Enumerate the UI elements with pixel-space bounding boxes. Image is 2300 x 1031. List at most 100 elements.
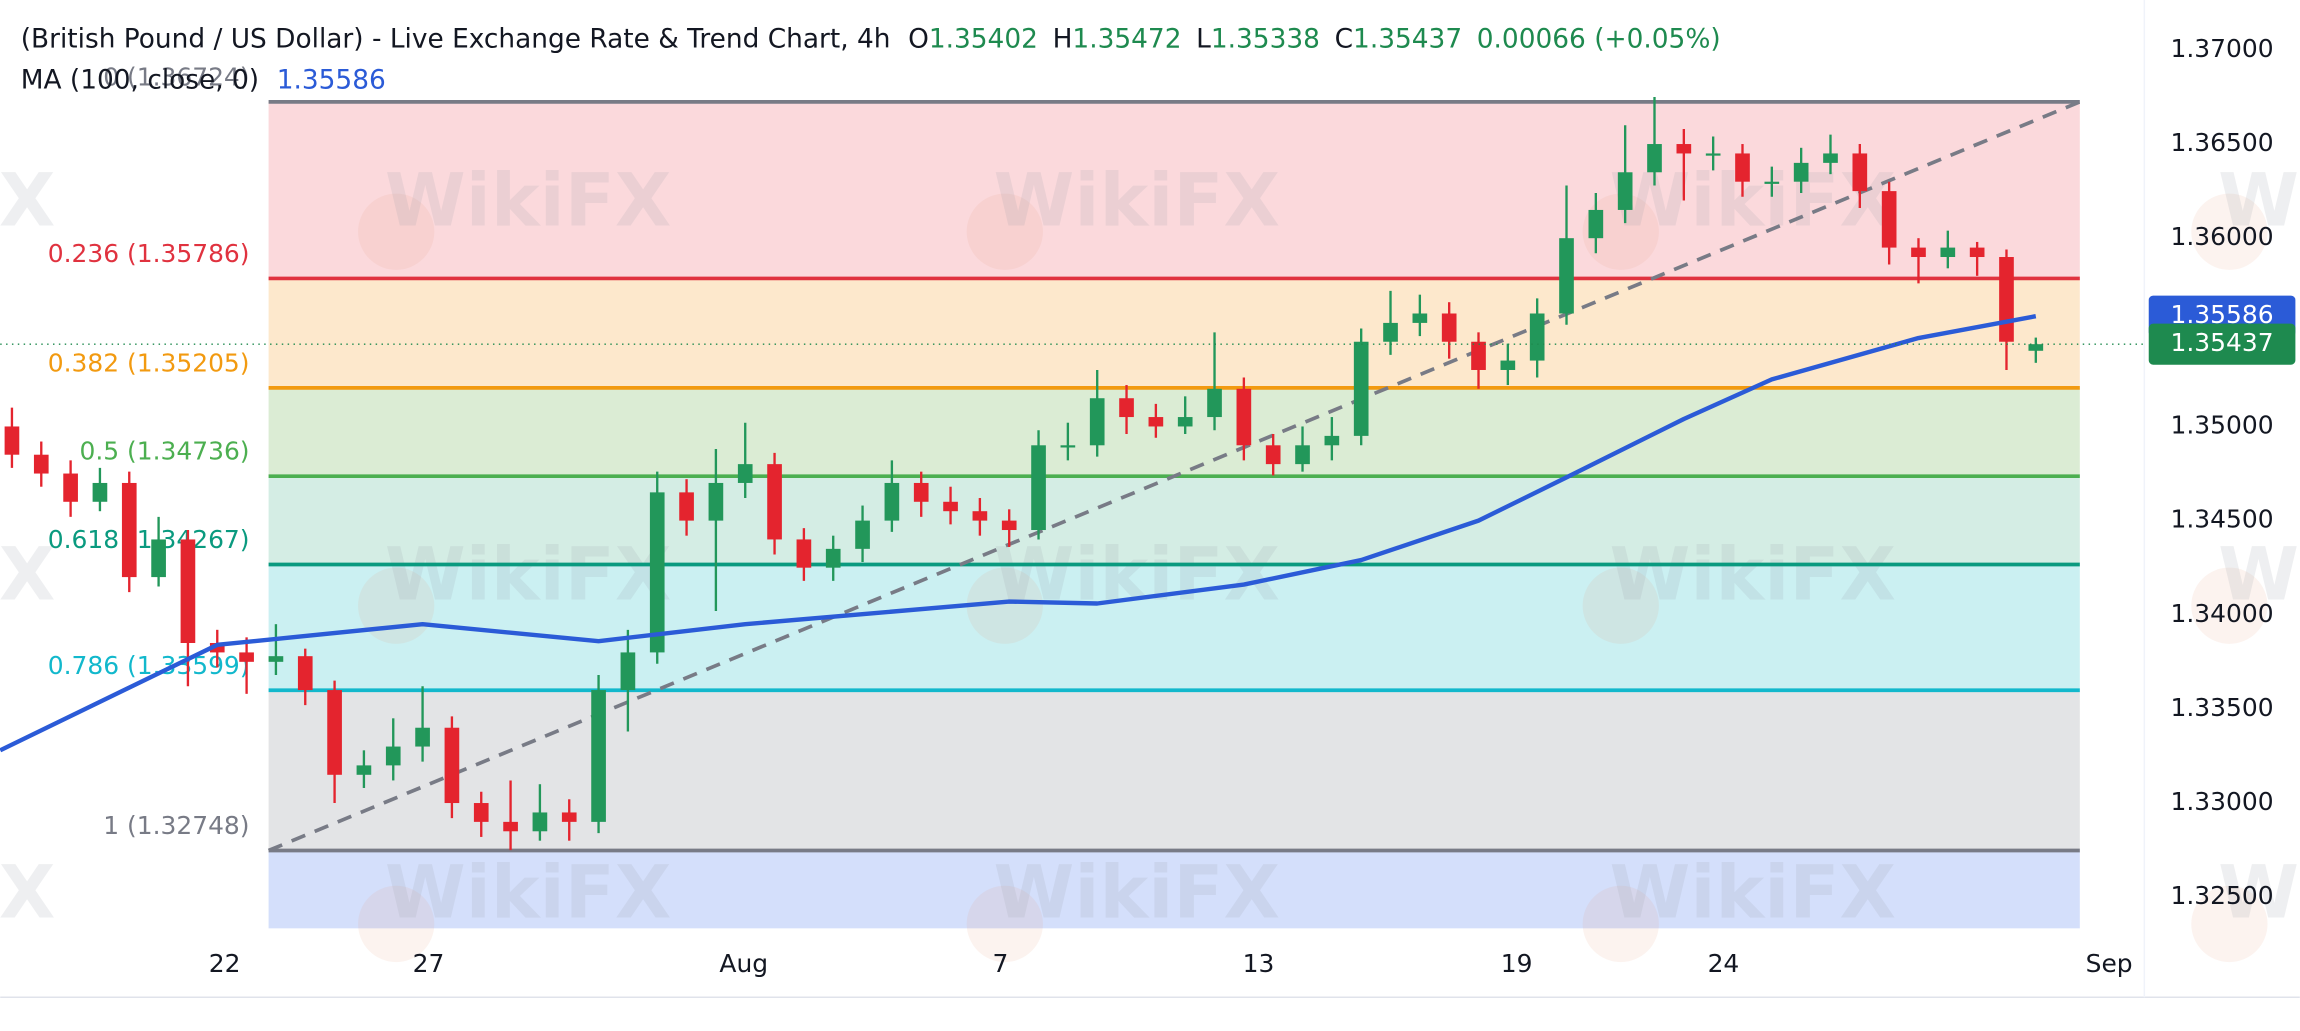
candle-body xyxy=(1823,153,1838,163)
candle-body xyxy=(591,690,606,822)
candle-body xyxy=(620,652,636,691)
candle-body xyxy=(1324,435,1340,446)
candle xyxy=(649,471,665,664)
candle-body xyxy=(1148,417,1164,427)
candle xyxy=(1969,241,1985,276)
watermark: WikiFX xyxy=(385,532,671,617)
candle xyxy=(239,637,254,694)
candle xyxy=(1471,332,1486,389)
candle-body xyxy=(1119,398,1134,418)
candle-body xyxy=(1265,445,1281,465)
candle xyxy=(1647,96,1662,186)
change: 0.00066 (+0.05%) xyxy=(1477,24,1721,54)
candle-body xyxy=(1705,153,1721,156)
candle xyxy=(855,505,870,563)
x-tick-label: 22 xyxy=(209,949,241,978)
fib-level-label: 0.5 (1.34736) xyxy=(79,437,249,466)
candle-body xyxy=(737,464,753,483)
candle-body xyxy=(33,454,49,474)
candle xyxy=(1236,377,1252,461)
candle xyxy=(473,791,489,837)
ma-value: 1.35586 xyxy=(277,65,386,95)
candle xyxy=(121,471,137,593)
candle-body xyxy=(796,539,812,568)
fib-level-label: 0.618 (1.34267) xyxy=(48,525,250,554)
watermark: WikiFX xyxy=(1610,158,1896,243)
candle-body xyxy=(1735,153,1750,182)
fib-zone xyxy=(268,101,2080,279)
y-tick-label: 1.37000 xyxy=(2171,34,2274,63)
candle-body xyxy=(913,482,929,502)
candle xyxy=(1676,128,1692,201)
candle xyxy=(1001,509,1017,547)
candle-body xyxy=(356,765,372,775)
candle xyxy=(503,780,518,851)
candle-body xyxy=(1559,238,1574,314)
candle xyxy=(1764,166,1780,197)
candle xyxy=(1441,302,1457,359)
x-tick-label: 24 xyxy=(1708,949,1740,978)
candle xyxy=(1705,136,1721,171)
candle xyxy=(385,718,401,781)
candle xyxy=(796,528,812,581)
candle-body xyxy=(1793,162,1809,182)
candle xyxy=(444,716,460,819)
y-tick-label: 1.35000 xyxy=(2171,410,2274,439)
x-tick-label: Sep xyxy=(2086,949,2133,978)
watermark-icon xyxy=(1582,885,1659,963)
candle xyxy=(1852,144,1868,209)
candle xyxy=(1295,426,1310,472)
fib-zone xyxy=(268,278,2080,388)
candle-body xyxy=(63,473,78,502)
candle xyxy=(63,460,78,517)
candle-body xyxy=(239,652,254,662)
candle-body xyxy=(532,812,548,832)
candle xyxy=(1559,185,1574,325)
ohlc-value: 1.35402 xyxy=(929,24,1038,54)
candle xyxy=(1881,181,1897,265)
candle xyxy=(92,467,108,512)
ohlc-key: O xyxy=(908,24,929,54)
candle xyxy=(1060,422,1076,461)
y-tick-label: 1.32500 xyxy=(2171,881,2274,910)
watermark: WikiFX xyxy=(994,158,1280,243)
candle-body xyxy=(1412,313,1428,323)
watermark: WikiFX xyxy=(994,532,1280,617)
candle-body xyxy=(1236,388,1252,446)
candle-body xyxy=(1060,445,1076,448)
candle-body xyxy=(1383,322,1398,342)
candle xyxy=(327,680,342,804)
candle xyxy=(943,486,958,525)
candle xyxy=(1119,385,1134,434)
candle-body xyxy=(1001,520,1017,531)
candle-body xyxy=(503,821,518,832)
candle xyxy=(1940,230,1956,269)
ohlc-value: 1.35472 xyxy=(1072,24,1181,54)
x-tick-label: 19 xyxy=(1501,949,1533,978)
watermark-icon xyxy=(358,193,435,270)
watermark-icon xyxy=(2191,567,2268,644)
candle-body xyxy=(1441,313,1457,342)
candle-body xyxy=(1353,341,1369,436)
candle xyxy=(1207,332,1222,431)
candle-body xyxy=(1764,181,1780,184)
candle xyxy=(620,629,636,732)
watermark: WikiFX xyxy=(2218,158,2300,243)
candle xyxy=(1324,417,1340,461)
candle xyxy=(532,784,548,841)
candle xyxy=(2028,337,2044,363)
price-badge xyxy=(2148,323,2296,365)
candle-body xyxy=(884,482,900,521)
candle-body xyxy=(1295,445,1310,465)
candle-body xyxy=(1617,172,1633,210)
x-tick-label: 13 xyxy=(1243,949,1275,978)
y-tick-label: 1.34500 xyxy=(2171,505,2274,534)
candle-body xyxy=(180,539,196,643)
candle-body xyxy=(1588,209,1604,239)
candle-body xyxy=(92,482,108,502)
candle xyxy=(561,799,577,841)
candle xyxy=(767,452,782,555)
watermark: WikiFX xyxy=(0,532,55,617)
fib-zones xyxy=(268,101,2080,929)
candle xyxy=(268,624,284,676)
